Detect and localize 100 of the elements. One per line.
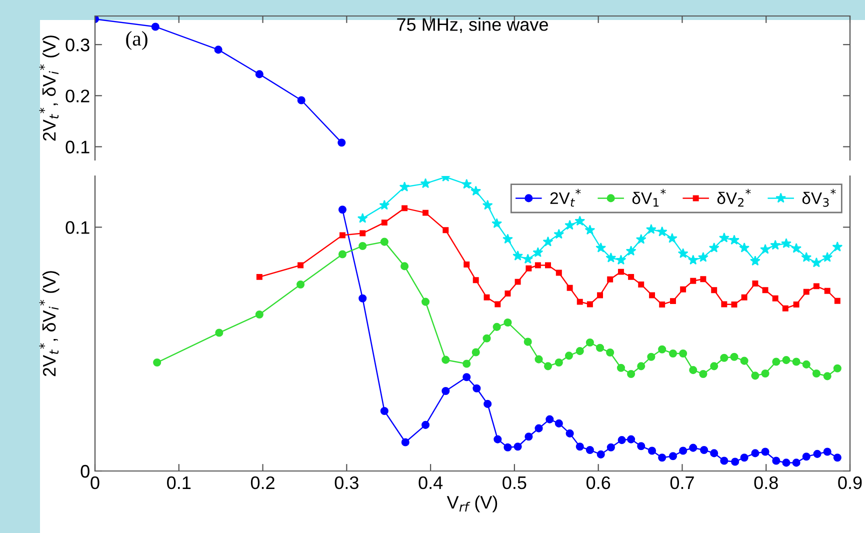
legend-label: δV$_{1}$$^{*}$	[632, 188, 666, 207]
point	[637, 442, 646, 450]
point	[566, 284, 573, 291]
point	[731, 458, 740, 466]
y-tick-label: 0.1	[66, 221, 90, 234]
point	[442, 356, 450, 364]
point	[421, 298, 430, 306]
point	[824, 288, 830, 294]
point	[823, 372, 832, 380]
point	[700, 276, 706, 282]
point	[574, 216, 586, 226]
point	[584, 224, 596, 235]
y-axis-title: 2V$_{t}$$^{*}$, δV$_{i}$$^{*}$ (V)	[39, 271, 60, 376]
point	[526, 265, 532, 272]
point	[721, 301, 728, 308]
point	[710, 362, 718, 370]
point	[760, 244, 770, 254]
point	[339, 232, 346, 238]
point	[484, 294, 490, 300]
x-tick-label: 0.1	[167, 476, 191, 490]
point	[689, 444, 698, 452]
point	[494, 301, 501, 308]
point	[833, 364, 842, 372]
point	[782, 458, 790, 467]
point	[504, 318, 512, 327]
point	[297, 96, 306, 104]
point	[586, 301, 593, 308]
legend-label: δV$_{3}$$^{*}$	[802, 188, 836, 207]
point	[659, 302, 666, 308]
point	[545, 262, 551, 268]
point	[718, 232, 730, 242]
point	[564, 220, 575, 230]
point	[554, 419, 563, 428]
point	[534, 424, 543, 432]
point	[534, 355, 543, 364]
x-tick-label: 0.9	[838, 476, 862, 490]
point	[606, 348, 614, 357]
point	[522, 254, 534, 264]
point	[462, 360, 471, 368]
point	[751, 372, 760, 380]
point	[215, 328, 224, 337]
point	[616, 364, 626, 372]
x-tick-label: 0.4	[418, 476, 443, 490]
point	[649, 292, 656, 298]
point	[576, 347, 584, 356]
point	[627, 435, 636, 444]
point	[782, 356, 790, 364]
point	[791, 242, 802, 253]
point	[546, 415, 554, 424]
point	[402, 205, 408, 212]
point	[803, 288, 810, 295]
point	[711, 287, 718, 294]
point	[421, 420, 430, 429]
point	[688, 254, 698, 265]
point	[750, 256, 760, 266]
x-tick-label: 0.8	[754, 476, 778, 490]
point	[626, 246, 636, 256]
point	[462, 373, 471, 382]
point	[698, 252, 708, 262]
point	[710, 449, 718, 458]
point	[214, 46, 222, 54]
point	[153, 358, 162, 367]
point	[832, 242, 843, 252]
point	[472, 384, 481, 392]
point	[638, 282, 644, 288]
y-tick-label: 0.3	[66, 38, 90, 52]
point	[646, 224, 656, 234]
point	[802, 360, 810, 368]
point	[401, 438, 410, 446]
point	[464, 262, 470, 268]
point	[680, 286, 686, 292]
annotation: 75 MHz, sine wave	[397, 18, 548, 34]
point	[802, 452, 810, 461]
point	[542, 236, 554, 246]
point	[596, 344, 604, 352]
point	[256, 274, 262, 280]
point	[576, 298, 583, 305]
x-tick-label: 0.7	[670, 476, 694, 490]
point	[730, 352, 738, 361]
point	[534, 262, 541, 268]
point	[739, 242, 750, 252]
point	[647, 352, 656, 361]
point	[740, 356, 748, 365]
point	[729, 234, 740, 245]
point	[514, 278, 521, 285]
x-axis-title: V$_{rf}$ (V)	[446, 495, 498, 512]
point	[151, 22, 160, 31]
point	[679, 349, 688, 358]
point	[689, 366, 698, 374]
x-tick-label: 0	[90, 476, 100, 490]
point	[792, 458, 800, 467]
point	[770, 240, 781, 250]
point	[636, 234, 646, 244]
point	[616, 254, 626, 265]
point	[358, 242, 367, 250]
point	[751, 449, 760, 458]
point	[678, 248, 688, 258]
point	[554, 358, 563, 367]
point	[741, 294, 748, 300]
point	[761, 448, 770, 456]
